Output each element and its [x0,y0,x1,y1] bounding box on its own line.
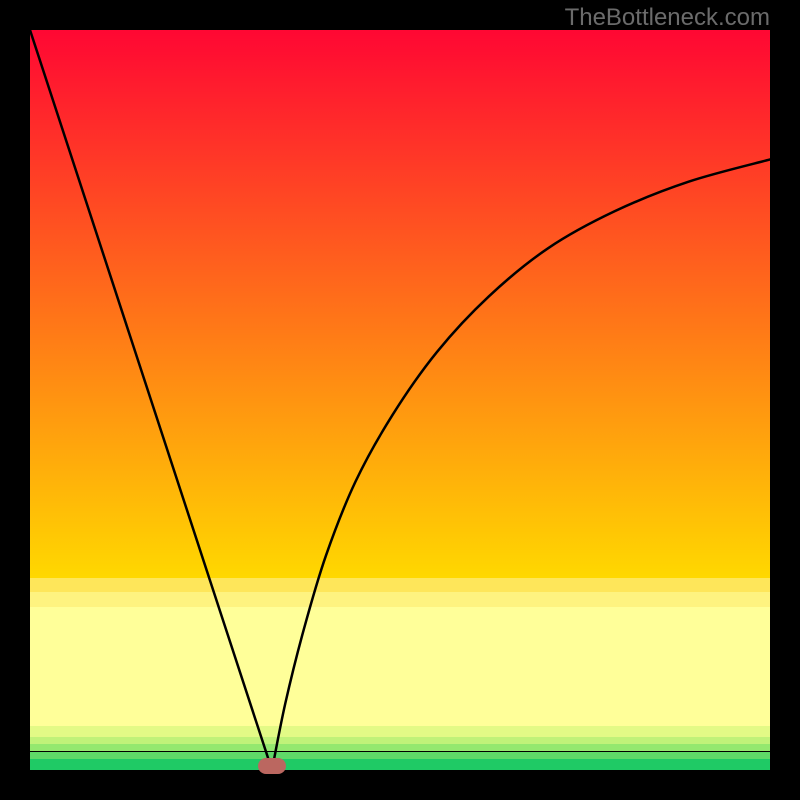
plot-area [30,30,770,770]
minimum-marker [258,758,286,774]
bottleneck-curve [30,30,770,770]
chart-stage: TheBottleneck.com [0,0,800,800]
curve-path [30,30,770,770]
watermark-text: TheBottleneck.com [565,4,770,32]
